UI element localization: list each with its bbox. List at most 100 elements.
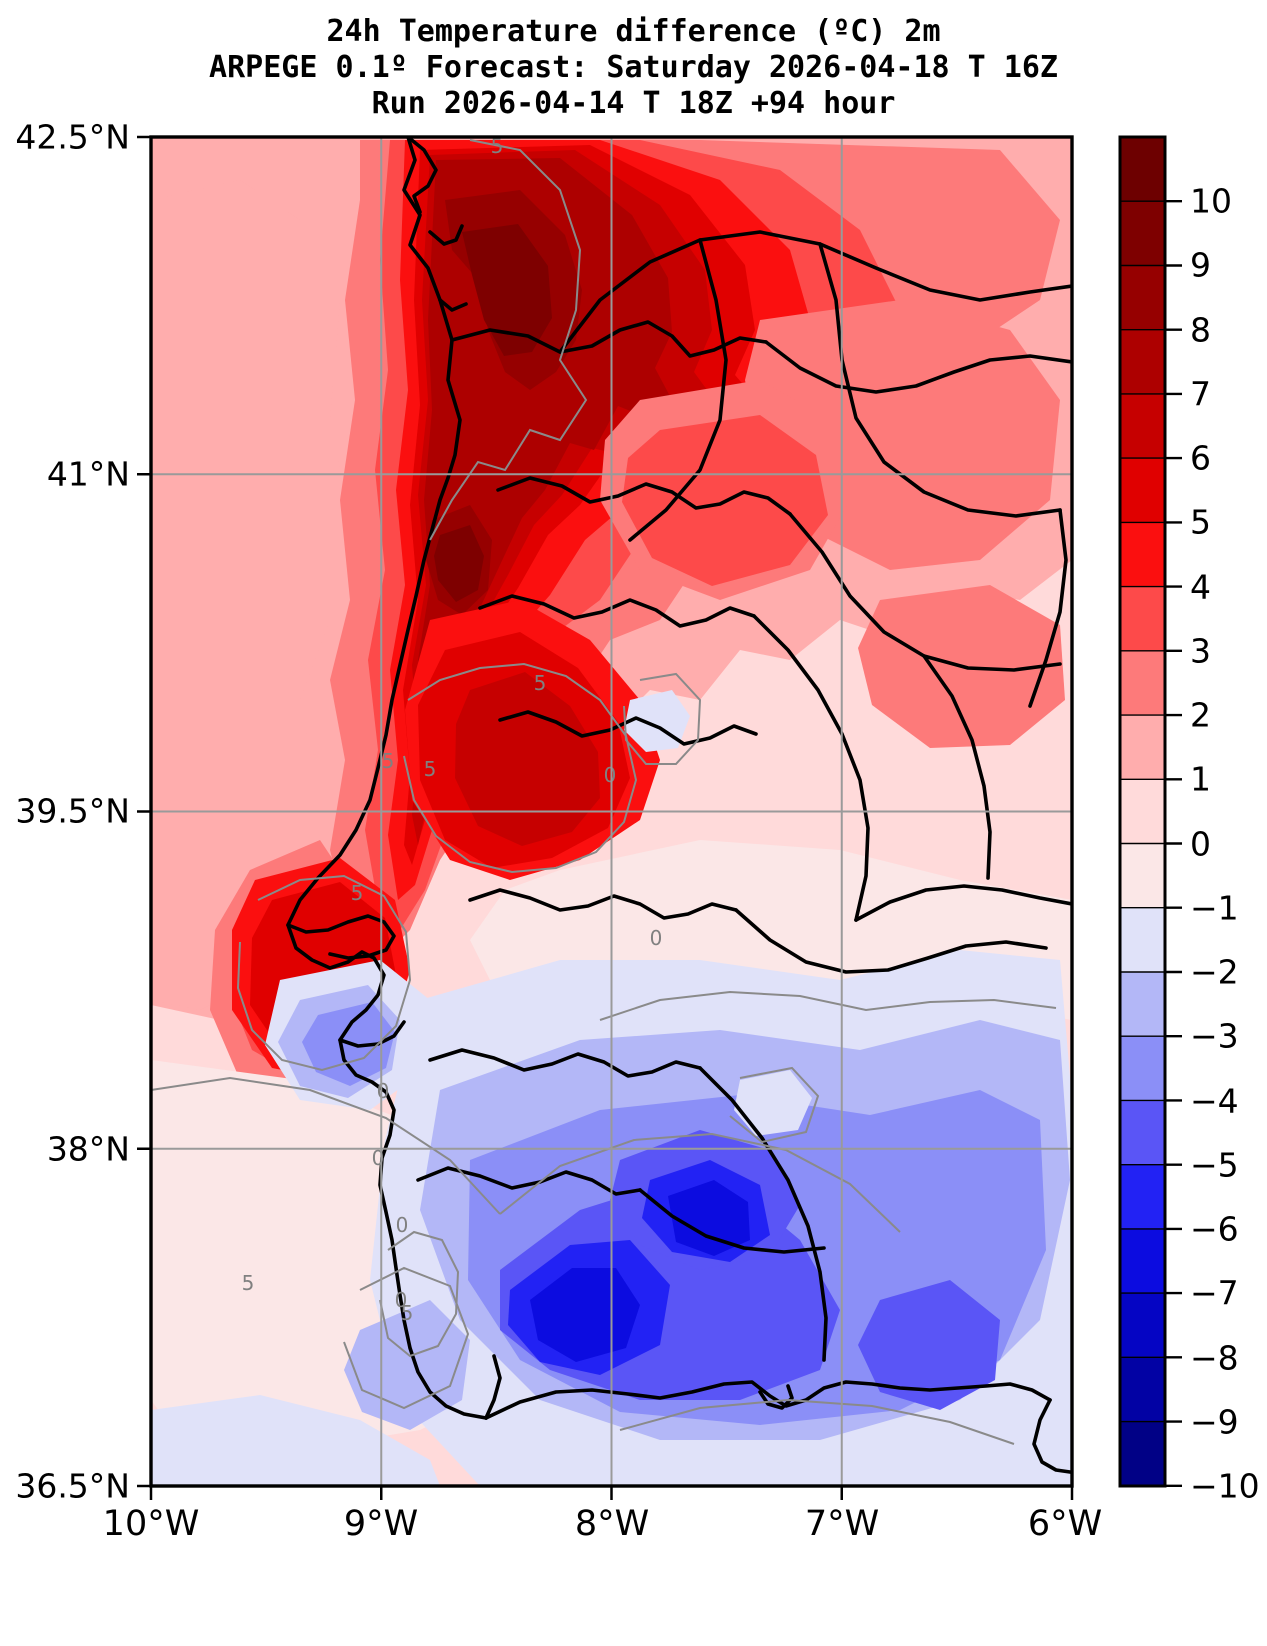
contour-band-sw-cool xyxy=(151,1395,440,1486)
contour-band-mid-warm-3 xyxy=(455,672,600,846)
border-es-10 xyxy=(1028,508,1068,708)
border-es-2 xyxy=(628,238,728,542)
colorbar-tick-label: 1 xyxy=(1190,759,1211,799)
colorbar-band xyxy=(1120,1293,1165,1358)
contour-band-10 xyxy=(462,224,552,356)
border-pt-es-s3 xyxy=(428,1048,702,1078)
colorbar-band xyxy=(1120,779,1165,844)
colorbar-band xyxy=(1120,1100,1165,1165)
colorbar-band xyxy=(1120,522,1165,587)
contour-line-5a xyxy=(429,139,588,541)
colorbar xyxy=(1118,135,1182,1488)
contour-label-0: 0 xyxy=(377,1079,390,1103)
colorbar-band xyxy=(1120,907,1165,972)
contour-line-0a xyxy=(623,672,702,765)
colorbar-tick-label: −6 xyxy=(1190,1209,1239,1249)
ytick-label-36-5n: 36.5°N xyxy=(15,1466,130,1506)
contour-label-5: 5 xyxy=(534,671,547,695)
border-pt-es-s2 xyxy=(468,888,738,920)
contour-label-5: 5 xyxy=(424,757,437,781)
contour-label-5: 5 xyxy=(491,134,504,158)
colorbar-tick-label: −4 xyxy=(1190,1081,1239,1121)
colorbar-band xyxy=(1120,265,1165,330)
colorbar-band xyxy=(1120,393,1165,459)
xtick-label-7w: 7°W xyxy=(804,1504,880,1544)
colorbar-tick-label: −1 xyxy=(1190,888,1239,928)
coastline-portugal-west xyxy=(286,137,488,1420)
colorbar-band xyxy=(1120,458,1165,523)
border-es-3 xyxy=(818,242,1062,518)
coastline-tagus xyxy=(286,914,396,960)
ytick-label-38n: 38°N xyxy=(46,1129,130,1169)
border-es-8 xyxy=(698,1066,828,1362)
border-es-7 xyxy=(734,908,1048,974)
axis-ticks xyxy=(137,135,1074,1500)
border-es-11 xyxy=(854,884,1072,922)
contour-line-5b xyxy=(403,662,638,874)
colorbar-band xyxy=(1120,1036,1165,1101)
colorbar-band xyxy=(1120,137,1165,202)
colorbar-tick-label: 10 xyxy=(1190,181,1232,221)
contour-label-5: 5 xyxy=(401,1301,414,1325)
colorbar-band xyxy=(1120,1357,1165,1422)
border-pt-es-mid xyxy=(478,594,756,628)
colorbar-tick-label: −10 xyxy=(1190,1466,1260,1506)
border-pt-es-s1 xyxy=(498,710,758,746)
map-gridlines xyxy=(151,137,1072,1486)
contour-line-group xyxy=(151,139,1057,1445)
colorbar-tick-label: −8 xyxy=(1190,1338,1239,1378)
coastline-south xyxy=(484,1380,1052,1420)
border-pt-es-central xyxy=(496,476,792,516)
ytick-label-39-5n: 39.5°N xyxy=(15,791,130,831)
colorbar-tick-label: 4 xyxy=(1190,567,1211,607)
contour-line-0b xyxy=(599,990,1057,1021)
coastline-group xyxy=(286,137,1072,1474)
contour-band-m4c xyxy=(858,1280,1000,1410)
colorbar-tick-label: 2 xyxy=(1190,695,1211,735)
contour-label-0: 0 xyxy=(396,1213,409,1237)
ytick-label-41n: 41°N xyxy=(46,454,130,494)
colorbar-tick-label: −5 xyxy=(1190,1145,1239,1185)
contour-label-0: 0 xyxy=(604,763,617,787)
contour-line-5d xyxy=(379,1230,460,1358)
border-es-5 xyxy=(788,512,1062,672)
colorbar-band xyxy=(1120,843,1165,908)
border-es-9 xyxy=(638,1188,826,1254)
map-plot-area: 5 5 5 5 5 5 5 0 0 0 0 0 0 xyxy=(137,134,1074,1500)
colorbar-tick-label: 3 xyxy=(1190,631,1211,671)
colorbar-band-separators xyxy=(1120,200,1165,1423)
ytick-label-42-5n: 42.5°N xyxy=(15,117,130,157)
colorbar-band xyxy=(1120,972,1165,1037)
colorbar-tick-label: 9 xyxy=(1190,245,1211,285)
contour-line-0f xyxy=(729,1066,820,1144)
colorbar-band xyxy=(1120,586,1165,651)
border-pt-es-north xyxy=(450,320,768,358)
colorbar-band xyxy=(1120,1421,1165,1486)
coastline-cadiz-bay xyxy=(758,1384,794,1410)
coastline-gibraltar-med xyxy=(1032,1398,1072,1474)
xtick-label-9w: 9°W xyxy=(343,1504,419,1544)
contour-band-m6b xyxy=(668,1180,750,1256)
contour-label-0: 0 xyxy=(650,926,663,950)
contour-line-5c xyxy=(236,874,412,1072)
colorbar-tick-label: −9 xyxy=(1190,1402,1239,1442)
colorbar-frame xyxy=(1118,135,1167,1488)
contour-label-5: 5 xyxy=(382,749,395,773)
colorbar-tick-label: 7 xyxy=(1190,374,1211,414)
xtick-label-6w: 6°W xyxy=(1027,1504,1103,1544)
colorbar-tick-label: 0 xyxy=(1190,824,1211,864)
colorbar-tick-label: −7 xyxy=(1190,1273,1239,1313)
contour-line-0c xyxy=(151,1076,501,1215)
border-es-6 xyxy=(752,614,870,922)
contour-band-pocket-n2 xyxy=(734,1070,812,1136)
colorbar-tick-label: 8 xyxy=(1190,310,1211,350)
colorbar-tick-label: −2 xyxy=(1190,952,1239,992)
coastline-guadiana xyxy=(484,1354,502,1420)
contour-label-5: 5 xyxy=(351,881,364,905)
colorbar-tick-label: 6 xyxy=(1190,438,1211,478)
contour-band-2b xyxy=(151,180,350,1010)
contour-label-0: 0 xyxy=(395,1288,408,1312)
colorbar-band xyxy=(1120,715,1165,780)
contour-band-8 xyxy=(418,158,672,818)
